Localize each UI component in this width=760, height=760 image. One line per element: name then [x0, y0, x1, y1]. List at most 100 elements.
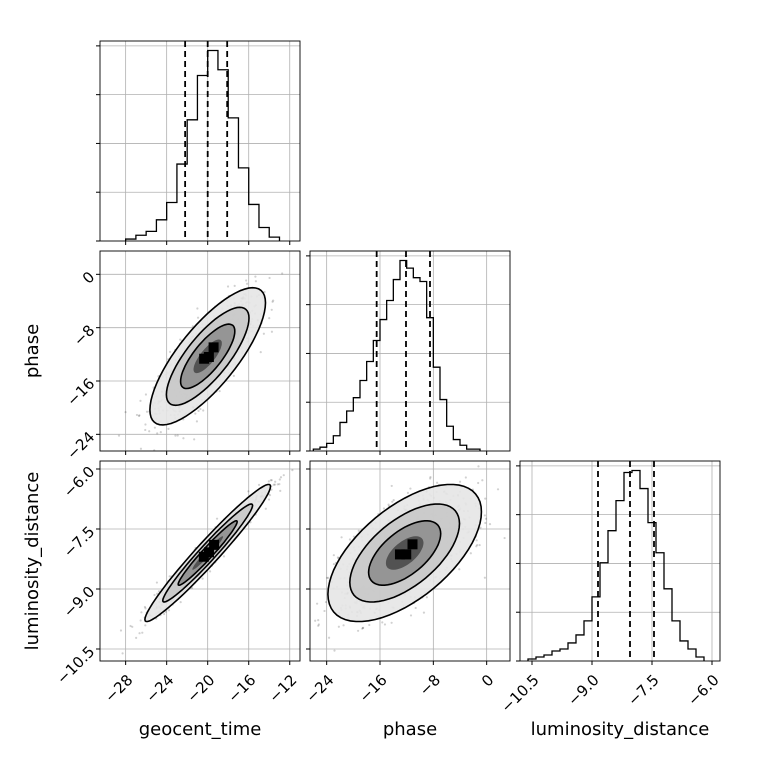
x-tick-label: −12	[265, 671, 300, 706]
sample-point	[477, 465, 480, 468]
sample-point	[464, 476, 467, 479]
sample-point	[270, 488, 273, 491]
sample-point	[270, 330, 274, 333]
sample-point	[414, 606, 417, 610]
sample-point	[153, 426, 157, 429]
x-tick-label: −6.0	[684, 671, 722, 709]
sample-point	[163, 612, 166, 616]
scatter-panel-geocent-time-vs-luminosity-distance: −28 −24 −20 −16 −12 −10.5 −9.0 −7.5 −6.0	[53, 460, 301, 706]
x-tick-label: −8	[416, 671, 444, 699]
sample-point	[262, 332, 265, 335]
sample-point	[488, 523, 492, 526]
sample-point	[458, 480, 462, 483]
sample-point	[484, 521, 487, 525]
histogram-panel-phase	[306, 250, 511, 455]
sample-point	[222, 555, 226, 558]
sample-point	[272, 299, 275, 302]
sample-point	[475, 539, 478, 542]
density-layer	[314, 465, 506, 652]
y-tick-label: −10.5	[53, 643, 98, 688]
sample-point	[208, 570, 212, 573]
x-tick-label: −16	[224, 671, 259, 706]
sample-point	[168, 350, 172, 353]
sample-point	[148, 430, 151, 433]
x-tick-label: −24	[142, 671, 177, 706]
sample-point	[131, 625, 134, 628]
sample-point	[333, 649, 336, 652]
sample-point	[281, 272, 284, 275]
sample-point	[381, 621, 384, 624]
panel-frame	[99, 40, 301, 242]
sample-point	[390, 484, 393, 488]
panel-frame	[99, 460, 301, 662]
sample-point	[268, 276, 271, 280]
sample-point	[245, 279, 248, 282]
contour-line	[348, 503, 461, 603]
sample-point	[199, 407, 202, 411]
contour-line	[367, 519, 442, 587]
contour-line	[161, 503, 254, 603]
sample-point	[153, 593, 156, 597]
x-tick-label: −20	[183, 671, 218, 706]
y-tick-label: 0	[79, 268, 98, 287]
sample-point	[429, 477, 432, 480]
histogram-step-phase	[312, 259, 481, 451]
contour-line	[327, 483, 483, 623]
density-peak	[407, 539, 418, 550]
x-tick-label: −28	[101, 671, 136, 706]
histogram-step-luminosity-distance	[527, 469, 705, 661]
sample-point	[201, 577, 204, 580]
histogram-panel-luminosity-distance: −10.5 −9.0 −7.5 −6.0	[498, 460, 723, 716]
sample-point	[263, 290, 266, 294]
sample-point	[317, 624, 320, 627]
sample-point	[157, 590, 161, 593]
sample-point	[273, 483, 277, 486]
sample-point	[202, 409, 205, 412]
x-tick-label: −7.5	[624, 671, 662, 709]
y-axis-label-luminosity-distance: luminosity_distance	[22, 472, 43, 651]
x-axis-label-luminosity-distance: luminosity_distance	[531, 719, 710, 740]
sample-point	[337, 625, 340, 628]
x-tick-label: −9.0	[564, 671, 602, 709]
sample-point	[270, 479, 273, 482]
density-peak	[203, 547, 214, 558]
y-tick-label: −16	[63, 375, 98, 410]
sample-point	[356, 629, 360, 632]
contour-line	[179, 323, 236, 390]
sample-point	[392, 499, 395, 502]
sample-point	[361, 626, 364, 630]
sample-point	[348, 538, 352, 541]
sample-point	[387, 503, 390, 506]
sample-point	[278, 483, 281, 486]
contour-line	[165, 306, 250, 407]
sample-point	[218, 390, 221, 393]
sample-point	[119, 629, 123, 632]
sample-point	[117, 434, 121, 437]
sample-point	[362, 626, 365, 629]
sample-point	[271, 300, 274, 303]
sample-point	[425, 596, 428, 599]
sample-point	[361, 627, 364, 630]
y-tick-label: −24	[63, 428, 98, 463]
sample-point	[409, 614, 413, 617]
x-tick-label: 0	[478, 671, 497, 690]
sample-point	[477, 481, 480, 485]
sample-point	[139, 447, 143, 450]
sample-point	[282, 474, 285, 477]
sample-point	[264, 507, 267, 510]
sample-point	[269, 479, 272, 482]
sample-point	[168, 575, 171, 578]
x-tick-label: −24	[302, 671, 337, 706]
density-peak	[203, 351, 214, 362]
scatter-panel-geocent-time-vs-phase: −24 −16 −8 0	[63, 250, 301, 463]
sample-point	[368, 623, 371, 627]
sample-point	[332, 554, 335, 557]
y-tick-label: −6.0	[60, 463, 98, 501]
y-tick-label: −8	[70, 321, 98, 349]
sample-point	[245, 282, 249, 285]
sample-point	[383, 623, 387, 626]
sample-point	[279, 476, 283, 479]
sample-point	[429, 476, 432, 479]
sample-point	[144, 428, 147, 432]
